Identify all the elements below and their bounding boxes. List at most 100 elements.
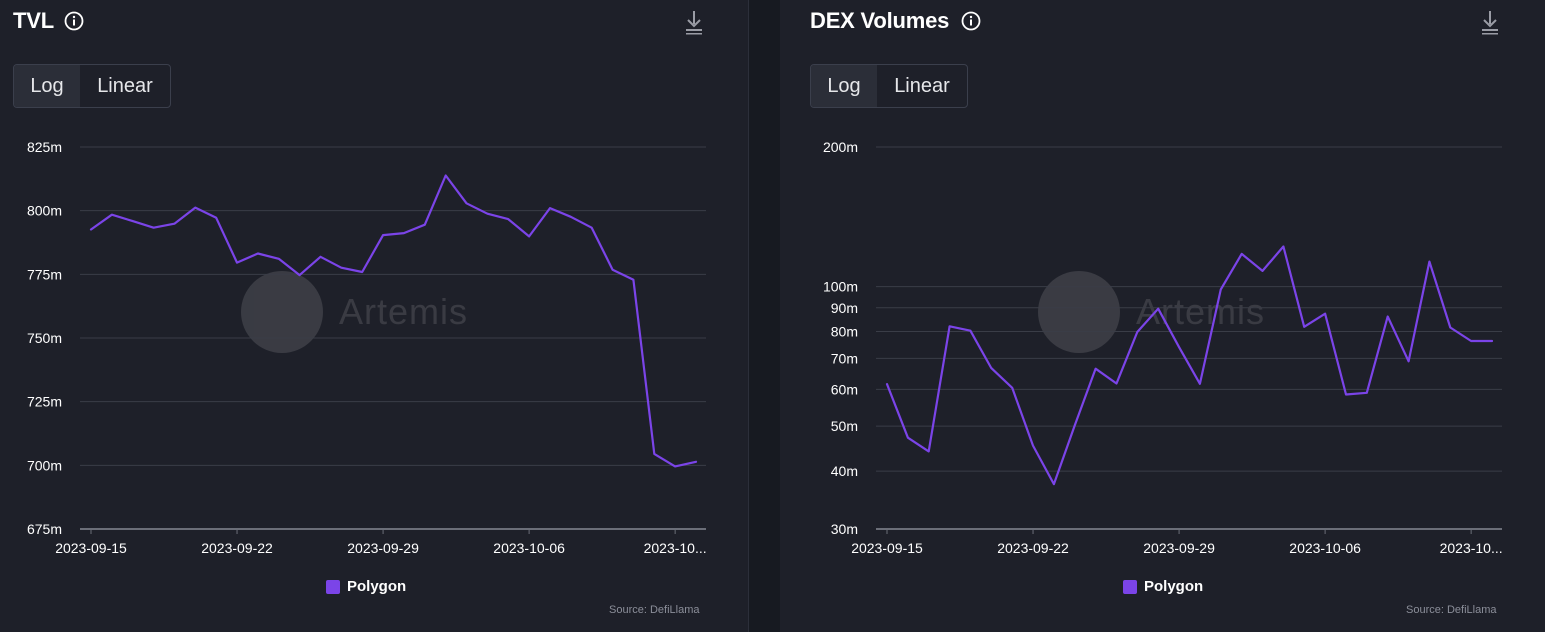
y-tick-label: 775m <box>27 266 62 282</box>
data-point[interactable] <box>648 448 660 460</box>
tvl-title: TVL <box>13 8 54 33</box>
x-tick-label: 2023-10... <box>644 540 707 556</box>
data-point[interactable] <box>627 274 639 286</box>
data-point[interactable] <box>1236 248 1248 260</box>
data-point[interactable] <box>607 264 619 276</box>
y-tick-label: 60m <box>831 381 858 397</box>
data-point[interactable] <box>1298 321 1310 333</box>
data-point[interactable] <box>902 432 914 444</box>
data-point[interactable] <box>106 209 118 221</box>
data-point[interactable] <box>481 208 493 220</box>
source-label: Source: DefiLlama <box>609 604 700 616</box>
data-point[interactable] <box>377 229 389 241</box>
data-point[interactable] <box>690 456 702 468</box>
data-point[interactable] <box>1465 335 1477 347</box>
data-point[interactable] <box>565 211 577 223</box>
data-point[interactable] <box>356 266 368 278</box>
data-point[interactable] <box>252 247 264 259</box>
series-line-polygon <box>885 245 1494 486</box>
data-point[interactable] <box>1444 322 1456 334</box>
data-point[interactable] <box>1006 382 1018 394</box>
data-point[interactable] <box>944 320 956 332</box>
info-icon[interactable] <box>64 11 84 31</box>
data-point[interactable] <box>586 222 598 234</box>
x-tick-label: 2023-10-06 <box>1289 540 1361 556</box>
data-point[interactable] <box>923 445 935 457</box>
y-tick-label: 800m <box>27 203 62 219</box>
data-point[interactable] <box>669 460 681 472</box>
y-tick-label: 700m <box>27 457 62 473</box>
data-point[interactable] <box>273 253 285 265</box>
data-point[interactable] <box>1382 310 1394 322</box>
data-point[interactable] <box>985 362 997 374</box>
data-point[interactable] <box>1361 387 1373 399</box>
data-point[interactable] <box>398 227 410 239</box>
legend[interactable]: Polygon <box>326 578 406 595</box>
linear-button[interactable]: Linear <box>894 74 950 97</box>
data-point[interactable] <box>1173 341 1185 353</box>
info-icon[interactable] <box>961 11 981 31</box>
data-point[interactable] <box>1194 378 1206 390</box>
data-point[interactable] <box>210 212 222 224</box>
source-label: Source: DefiLlama <box>1406 604 1497 616</box>
legend-swatch <box>1123 579 1137 594</box>
linear-button[interactable]: Linear <box>97 74 153 97</box>
legend[interactable]: Polygon <box>1123 578 1203 595</box>
download-icon[interactable] <box>684 9 704 35</box>
x-tick-label: 2023-10-06 <box>493 540 565 556</box>
data-point[interactable] <box>544 202 556 214</box>
y-tick-label: 675m <box>27 521 62 537</box>
data-point[interactable] <box>523 230 535 242</box>
data-point[interactable] <box>1423 256 1435 268</box>
y-tick-label: 50m <box>831 418 858 434</box>
data-point[interactable] <box>502 213 514 225</box>
y-tick-label: 750m <box>27 330 62 346</box>
series-line-polygon <box>89 174 698 468</box>
data-point[interactable] <box>1027 440 1039 452</box>
data-point[interactable] <box>168 218 180 230</box>
y-tick-label: 725m <box>27 394 62 410</box>
y-tick-label: 825m <box>27 139 62 155</box>
data-point[interactable] <box>881 378 893 390</box>
log-button[interactable]: Log <box>811 65 877 107</box>
data-point[interactable] <box>127 215 139 227</box>
data-point[interactable] <box>189 202 201 214</box>
dex-volumes-title: DEX Volumes <box>810 8 950 33</box>
data-point[interactable] <box>1277 241 1289 253</box>
data-point[interactable] <box>335 262 347 274</box>
x-tick-label: 2023-09-22 <box>201 540 273 556</box>
data-point[interactable] <box>294 269 306 281</box>
x-tick-label: 2023-09-29 <box>1143 540 1215 556</box>
data-point[interactable] <box>314 251 326 263</box>
dex-volumes-chart: 30m 40m 50m 60m 70m 80m 90m 100m 200m 2023-09-15 2… <box>823 139 1503 556</box>
x-tick-label: 2023-09-15 <box>55 540 127 556</box>
data-point[interactable] <box>1069 419 1081 431</box>
data-point[interactable] <box>964 325 976 337</box>
data-point[interactable] <box>1340 389 1352 401</box>
data-point[interactable] <box>1486 335 1498 347</box>
data-point[interactable] <box>1131 326 1143 338</box>
scale-toggle: Log Linear <box>810 64 968 108</box>
data-point[interactable] <box>85 224 97 236</box>
log-button[interactable]: Log <box>14 65 80 107</box>
y-tick-label: 70m <box>831 350 858 366</box>
data-point[interactable] <box>1090 363 1102 375</box>
data-point[interactable] <box>1319 308 1331 320</box>
data-point[interactable] <box>1152 303 1164 315</box>
data-point[interactable] <box>1215 283 1227 295</box>
tvl-chart: 675m 700m 725m 750m 775m 800m 825m 2023-09-15 20… <box>27 139 707 556</box>
data-point[interactable] <box>1257 265 1269 277</box>
data-point[interactable] <box>461 197 473 209</box>
download-icon[interactable] <box>1480 9 1500 35</box>
x-tick-label: 2023-10... <box>1440 540 1503 556</box>
data-point[interactable] <box>419 219 431 231</box>
data-point[interactable] <box>440 170 452 182</box>
tvl-panel: TVL Log Linear Artemis 675m 700m 725m 750m 7… <box>0 0 748 632</box>
data-point[interactable] <box>1110 377 1122 389</box>
data-point[interactable] <box>148 222 160 234</box>
scale-toggle: Log Linear <box>13 64 171 108</box>
data-point[interactable] <box>231 257 243 269</box>
data-point[interactable] <box>1048 478 1060 490</box>
data-point[interactable] <box>1403 355 1415 367</box>
y-tick-label: 200m <box>823 139 858 155</box>
